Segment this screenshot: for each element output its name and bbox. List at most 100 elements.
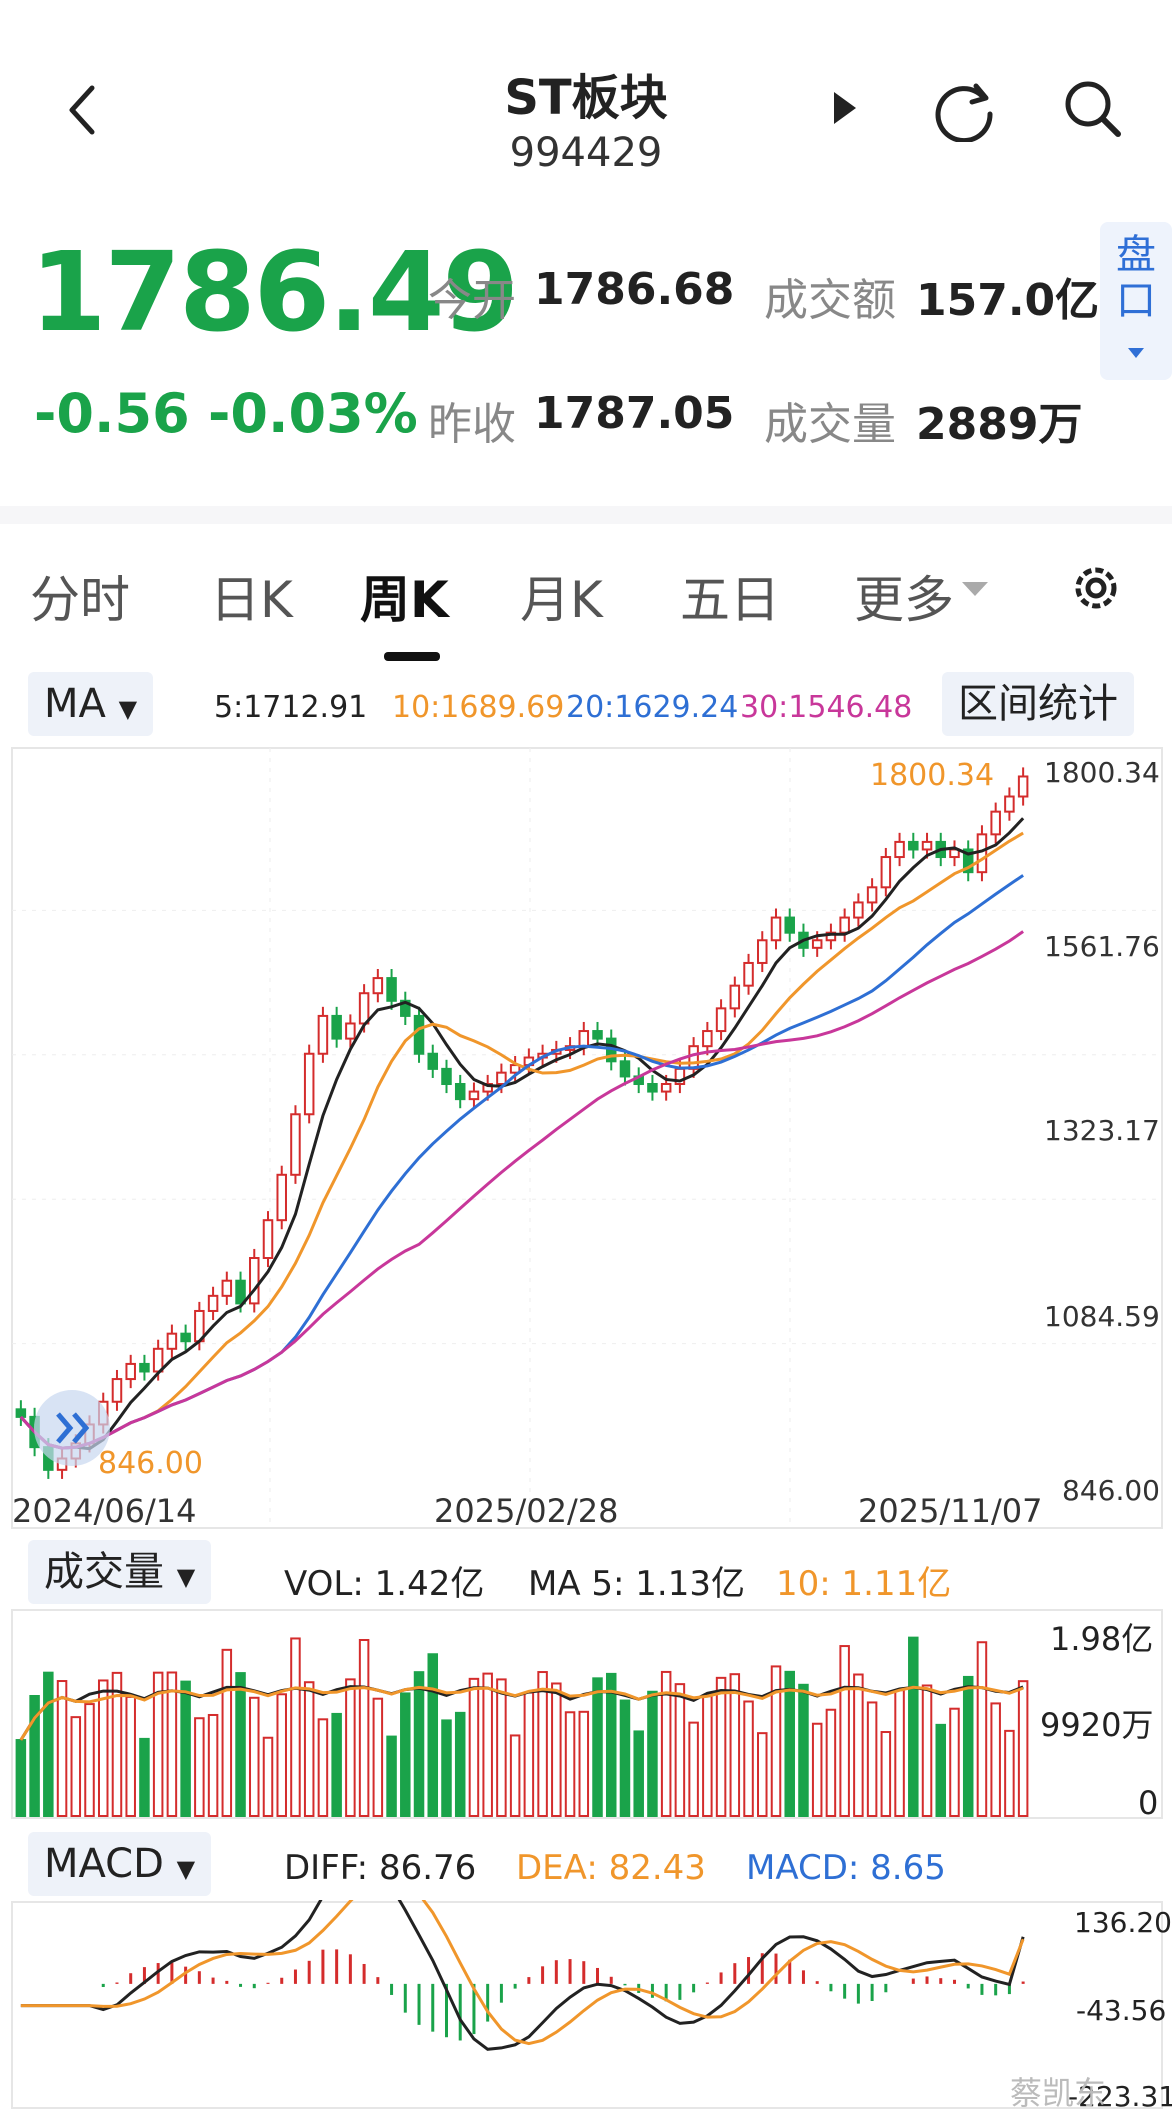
volume-bar xyxy=(262,1736,274,1817)
volume-bar xyxy=(84,1703,95,1817)
volume-bar xyxy=(276,1693,287,1817)
candle xyxy=(139,1362,150,1373)
volume-bar xyxy=(770,1665,782,1817)
date-end: 2025/11/07 xyxy=(858,1492,1043,1530)
volume-bar xyxy=(152,1671,164,1817)
volume-bar xyxy=(249,1696,260,1817)
volume-bar xyxy=(880,1731,892,1817)
vol-legend: VOL: 1.42亿 xyxy=(284,1564,485,1604)
macd-selector[interactable]: MACD ▼ xyxy=(28,1832,212,1896)
volume-bar xyxy=(702,1695,713,1817)
search-icon[interactable] xyxy=(1060,76,1126,142)
candle xyxy=(866,886,878,904)
expand-left-icon[interactable] xyxy=(34,1390,110,1466)
refresh-icon[interactable] xyxy=(932,76,998,144)
ma10-line xyxy=(19,831,1024,1450)
volume-bar xyxy=(839,1645,850,1818)
candle xyxy=(770,916,782,942)
candle xyxy=(880,856,892,889)
candle xyxy=(221,1279,233,1297)
volume-bar xyxy=(509,1734,521,1817)
volume-selector-label: 成交量 xyxy=(44,1549,164,1595)
pankou-button[interactable]: 盘口 xyxy=(1100,222,1172,380)
candle xyxy=(729,984,741,1010)
next-icon[interactable] xyxy=(830,88,860,128)
chevron-down-icon: ▼ xyxy=(176,1563,196,1591)
candle xyxy=(207,1294,219,1312)
volume-bar xyxy=(660,1670,672,1817)
price-chart[interactable] xyxy=(0,746,1172,1532)
volume-bar xyxy=(427,1653,439,1817)
candle xyxy=(962,848,974,874)
watermark: 蔡凯东 xyxy=(1010,2074,1107,2112)
candle xyxy=(427,1052,439,1070)
candle xyxy=(921,840,933,851)
macd-y-tick-3: -223.31 xyxy=(1068,2080,1172,2113)
candle xyxy=(413,1014,425,1055)
volume-selector[interactable]: 成交量 ▼ xyxy=(28,1540,212,1604)
macd-legend: MACD: 8.65 xyxy=(746,1848,946,1888)
page-title: ST板块 xyxy=(504,70,668,126)
candle xyxy=(358,992,370,1025)
dea-line xyxy=(20,1900,1025,2046)
candle xyxy=(976,833,988,874)
candle xyxy=(180,1332,191,1343)
candle xyxy=(290,1113,301,1176)
volume-bar xyxy=(331,1712,342,1817)
volume-chart[interactable] xyxy=(0,1608,1172,1822)
candle xyxy=(386,977,397,1002)
prev-close-value: 1787.05 xyxy=(534,388,735,439)
ma5-line xyxy=(19,817,1025,1451)
candle xyxy=(853,901,864,919)
candle xyxy=(15,1408,27,1418)
vol-y-tick-1: 1.98亿 xyxy=(1050,1620,1154,1658)
volume-bar xyxy=(866,1701,878,1817)
volume-bar xyxy=(757,1732,768,1817)
volume-bar xyxy=(482,1672,493,1818)
range-stats-button[interactable]: 区间统计 xyxy=(942,672,1134,736)
plot-frame xyxy=(11,1609,1163,1819)
tab-monthly-k[interactable]: 月K xyxy=(520,571,603,629)
volume-bar xyxy=(386,1735,397,1817)
volume-bar xyxy=(56,1680,68,1817)
tab-weekly-k[interactable]: 周K xyxy=(360,571,449,629)
plot-frame xyxy=(11,747,1163,1529)
volume-bar xyxy=(441,1719,452,1817)
tab-daily-k[interactable]: 日K xyxy=(210,571,293,629)
amount-value: 157.0亿 xyxy=(916,275,1100,326)
volume-bar xyxy=(166,1671,178,1818)
chevron-down-icon: ▼ xyxy=(176,1855,196,1883)
date-start: 2024/06/14 xyxy=(12,1492,197,1530)
volume-bar xyxy=(345,1678,356,1817)
volume-bar xyxy=(15,1739,27,1817)
volume-bar xyxy=(221,1648,233,1817)
candle xyxy=(125,1362,136,1381)
candle xyxy=(262,1219,274,1260)
volume-bar xyxy=(125,1695,136,1817)
volume-value: 2889万 xyxy=(916,399,1083,450)
candle xyxy=(317,1014,329,1055)
volume-bar xyxy=(976,1641,988,1817)
tab-minute[interactable]: 分时 xyxy=(30,571,130,629)
candle xyxy=(372,977,384,995)
volume-bar xyxy=(990,1702,1001,1817)
volume-label: 成交量 xyxy=(764,399,896,450)
volume-bar xyxy=(564,1711,576,1817)
candle xyxy=(454,1083,466,1101)
macd-chart[interactable] xyxy=(0,1900,1172,2112)
dea-legend: DEA: 82.43 xyxy=(516,1848,706,1888)
volume-bar xyxy=(784,1670,795,1817)
y-tick-5: 846.00 xyxy=(1062,1474,1160,1507)
candle xyxy=(468,1090,480,1101)
candle xyxy=(811,939,823,949)
back-icon[interactable] xyxy=(62,80,102,140)
y-tick-4: 1084.59 xyxy=(1044,1300,1160,1333)
tab-more[interactable]: 更多 xyxy=(854,571,954,629)
volume-bar xyxy=(578,1710,590,1817)
candle xyxy=(345,1022,356,1040)
open-label: 今开 xyxy=(428,275,516,326)
gear-icon[interactable] xyxy=(1068,560,1124,616)
volume-bar xyxy=(853,1673,864,1817)
tab-five-day[interactable]: 五日 xyxy=(680,571,780,629)
ma-selector[interactable]: MA ▼ xyxy=(28,672,154,736)
